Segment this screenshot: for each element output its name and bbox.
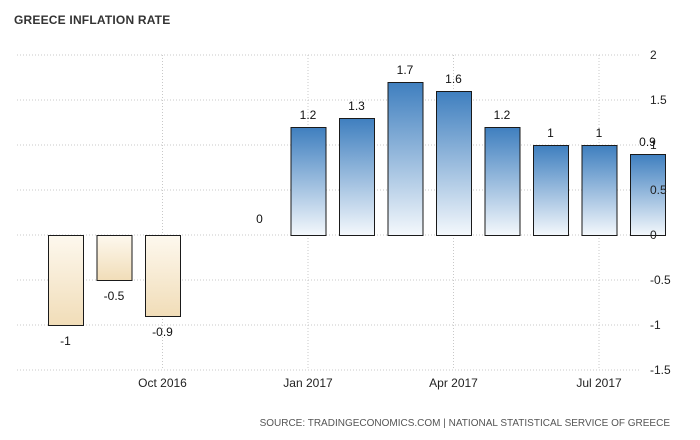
y-tick-label: 0 [650,228,657,242]
data-label: 1.2 [300,108,317,122]
x-tick-label: Oct 2016 [138,376,187,390]
x-axis-ticks: Oct 2016 Jan 2017 Apr 2017 Jul 2017 [138,376,622,390]
y-tick-label: 1.5 [650,93,667,107]
chart-title: GREECE INFLATION RATE [14,13,171,27]
bar [436,91,472,236]
data-label: 1.3 [348,99,365,113]
x-tick-label: Apr 2017 [429,376,478,390]
y-tick-label: 1 [650,138,657,152]
data-label: 0.9 [639,135,656,149]
y-tick-label: 2 [650,48,657,62]
y-tick-label: -1 [650,318,661,332]
bar [387,82,424,236]
bar [484,127,521,236]
y-axis-ticks: 2 1.5 1 0.5 0 -0.5 -1 -1.5 [650,48,671,377]
bar [290,127,327,236]
bars [48,82,666,326]
bar [96,235,133,281]
data-label: 1.2 [494,108,511,122]
data-label: 1.6 [445,72,462,86]
bar [339,118,375,236]
data-label: 1 [596,126,603,140]
y-tick-label: -1.5 [650,363,671,377]
x-tick-label: Jan 2017 [283,376,333,390]
data-labels: -1-0.5-0.901.21.31.71.61.21 10.9 [60,63,656,348]
x-tick-label: Jul 2017 [576,376,622,390]
bar [630,154,666,236]
data-label: 1 [547,126,554,140]
y-tick-label: -0.5 [650,273,671,287]
bar [145,235,181,317]
y-tick-label: 0.5 [650,183,667,197]
source-note: SOURCE: TRADINGECONOMICS.COM | NATIONAL … [259,418,670,429]
data-label: -0.9 [152,325,173,339]
data-label: 1.7 [397,63,414,77]
bar [533,145,569,236]
data-label: -1 [60,334,71,348]
bar [581,145,618,236]
data-label: 0 [256,212,263,226]
bar [48,235,84,326]
data-label: -0.5 [104,289,125,303]
